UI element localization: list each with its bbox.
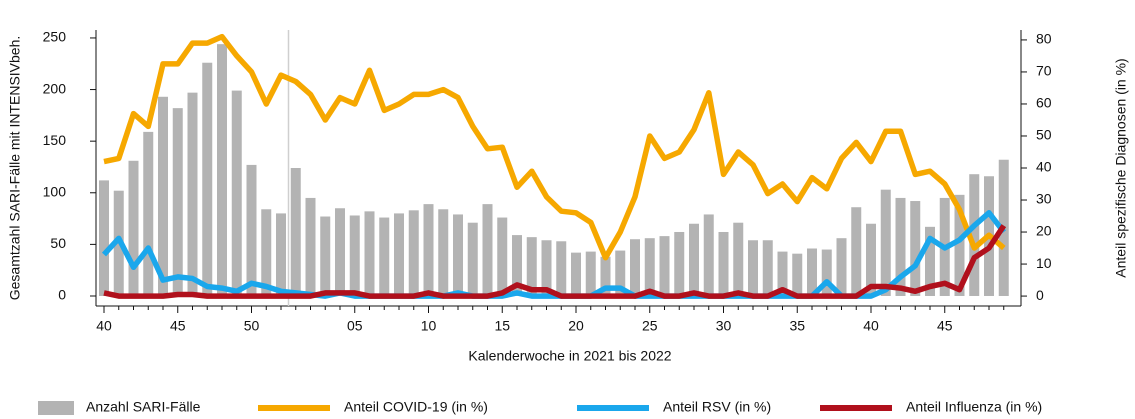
line (103, 224, 1007, 299)
bar (895, 197, 906, 296)
x-tick-label: 05 (347, 318, 363, 334)
bar (910, 201, 921, 296)
y-tick-label: 150 (43, 132, 67, 148)
bar (925, 226, 935, 296)
y-tick-label: 0 (58, 287, 66, 303)
y2-tick-label: 10 (1036, 255, 1052, 271)
y-tick-label: 100 (43, 183, 67, 199)
bar (364, 211, 375, 296)
bar (807, 248, 817, 296)
y2-tick-label: 30 (1036, 191, 1052, 207)
y2-tick-label: 50 (1036, 127, 1052, 143)
bar (231, 90, 242, 296)
bar (158, 96, 168, 296)
bar (571, 252, 581, 296)
x-tick-label: 35 (789, 318, 805, 334)
x-tick-label: 30 (716, 318, 732, 334)
bar (497, 217, 508, 296)
y2-tick-label: 80 (1036, 31, 1052, 47)
bar (379, 217, 390, 296)
y-axis-title: Gesamtzahl SARI-Fälle mit INTENSIVbeh. (7, 36, 23, 301)
bar (99, 180, 109, 296)
y-tick-label: 200 (43, 80, 67, 96)
bar (394, 213, 404, 296)
bar (438, 209, 449, 296)
bar (335, 208, 345, 296)
x-tick-label: 50 (244, 318, 260, 334)
y2-tick-label: 0 (1036, 287, 1044, 303)
bar (261, 209, 272, 296)
bar (689, 223, 699, 296)
bar (792, 253, 803, 296)
y2-tick-label: 20 (1036, 223, 1052, 239)
bar (851, 207, 862, 296)
bar (600, 256, 611, 296)
x-tick-label: 25 (642, 318, 658, 334)
x-axis-title: Kalenderwoche in 2021 bis 2022 (468, 348, 671, 364)
bar (777, 251, 788, 296)
legend-label: Anteil Influenza (in %) (906, 399, 1042, 415)
legend-label: Anteil RSV (in %) (663, 399, 771, 415)
bar (202, 62, 213, 296)
bar (630, 239, 640, 296)
bar (674, 231, 685, 296)
legend-swatch (38, 401, 74, 415)
bar (659, 236, 670, 296)
bar (718, 231, 729, 296)
bar (128, 160, 139, 296)
bar (880, 189, 891, 296)
bar (276, 213, 286, 296)
bar (703, 214, 714, 296)
bar (821, 249, 832, 296)
y2-tick-label: 60 (1036, 95, 1052, 111)
x-tick-label: 40 (96, 318, 112, 334)
bar (305, 197, 316, 296)
bar (556, 241, 567, 296)
bar (349, 215, 360, 296)
line (103, 33, 1006, 261)
bar (512, 235, 522, 296)
x-tick-label: 40 (863, 318, 879, 334)
bar (246, 164, 257, 296)
bar (467, 222, 478, 296)
bar (423, 204, 434, 296)
bar (585, 251, 596, 296)
bar (748, 240, 758, 296)
x-tick-label: 15 (494, 318, 510, 334)
bar (408, 210, 419, 296)
bar (615, 250, 626, 296)
x-tick-label: 10 (421, 318, 437, 334)
bar (482, 204, 493, 296)
bar (172, 108, 183, 296)
bar (541, 240, 552, 296)
x-tick-label: 45 (170, 318, 186, 334)
bar (290, 168, 301, 296)
bar (866, 223, 876, 296)
y-tick-label: 250 (43, 29, 67, 45)
y-tick-label: 50 (50, 235, 66, 251)
bar (143, 131, 154, 296)
bar (969, 174, 980, 296)
bar (733, 222, 744, 296)
bar (187, 92, 198, 296)
bar (526, 237, 537, 296)
y2-axis-title: Anteil spezifische Diagnosen (in %) (1113, 58, 1129, 277)
bar (644, 238, 655, 296)
legend-label: Anteil COVID-19 (in %) (344, 399, 488, 415)
bar (217, 44, 227, 296)
y2-tick-label: 70 (1036, 63, 1052, 79)
legend-label: Anzahl SARI-Fälle (86, 399, 201, 415)
bar (320, 216, 331, 296)
x-tick-label: 45 (937, 318, 953, 334)
bar (762, 240, 773, 296)
x-tick-label: 20 (568, 318, 584, 334)
bar (453, 214, 463, 296)
y2-tick-label: 40 (1036, 159, 1052, 175)
bar (836, 238, 847, 296)
bar (954, 194, 965, 296)
